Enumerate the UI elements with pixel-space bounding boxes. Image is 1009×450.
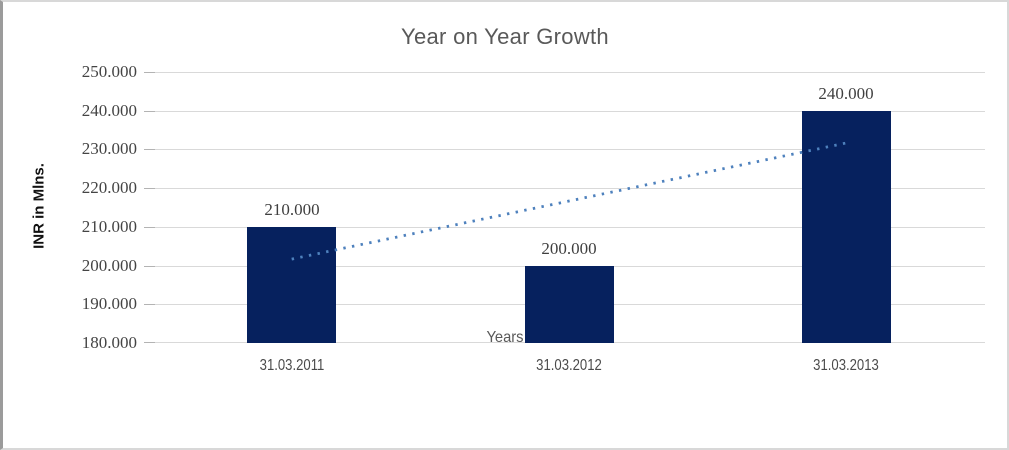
y-tick-label: 250.000 <box>81 62 137 81</box>
gridline <box>153 111 985 112</box>
y-tick-label: 220.000 <box>81 178 137 197</box>
y-axis-title: INR in Mlns. <box>30 163 48 249</box>
gridline <box>153 149 985 150</box>
y-axis-tick <box>144 304 155 305</box>
y-tick-label: 210.000 <box>81 217 137 236</box>
y-tick-label: 200.000 <box>81 256 137 275</box>
y-tick-label: 240.000 <box>81 101 137 120</box>
y-axis-tick <box>144 266 155 267</box>
x-axis-title: Years <box>486 329 524 346</box>
bar-31.03.2013 <box>802 111 891 343</box>
y-tick-label: 190.000 <box>81 294 137 313</box>
y-axis-tick <box>144 149 155 150</box>
bar-data-label: 200.000 <box>541 239 597 258</box>
gridline <box>153 227 985 228</box>
x-tick-label: 31.03.2011 <box>259 357 325 374</box>
bar-data-label: 210.000 <box>264 200 320 219</box>
y-tick-label: 230.000 <box>81 139 137 158</box>
y-axis-tick <box>144 227 155 228</box>
y-axis-tick <box>144 72 155 73</box>
y-axis-tick <box>144 188 155 189</box>
y-tick-label: 180.000 <box>81 333 137 352</box>
y-axis-tick <box>144 111 155 112</box>
y-axis-tick <box>144 342 155 343</box>
trendline <box>291 141 847 261</box>
gridline <box>153 72 985 73</box>
plot-area: 180.000 190.000 200.000 210.000 220.000 230.0… <box>82 62 985 374</box>
gridline <box>153 188 985 189</box>
x-tick-label: 31.03.2013 <box>813 357 879 374</box>
bar-31.03.2012 <box>525 266 614 343</box>
chart-title: Year on Year Growth <box>401 24 609 49</box>
x-tick-label: 31.03.2012 <box>536 357 602 374</box>
bar-31.03.2011 <box>247 227 336 343</box>
bar-data-label: 240.000 <box>818 84 874 103</box>
